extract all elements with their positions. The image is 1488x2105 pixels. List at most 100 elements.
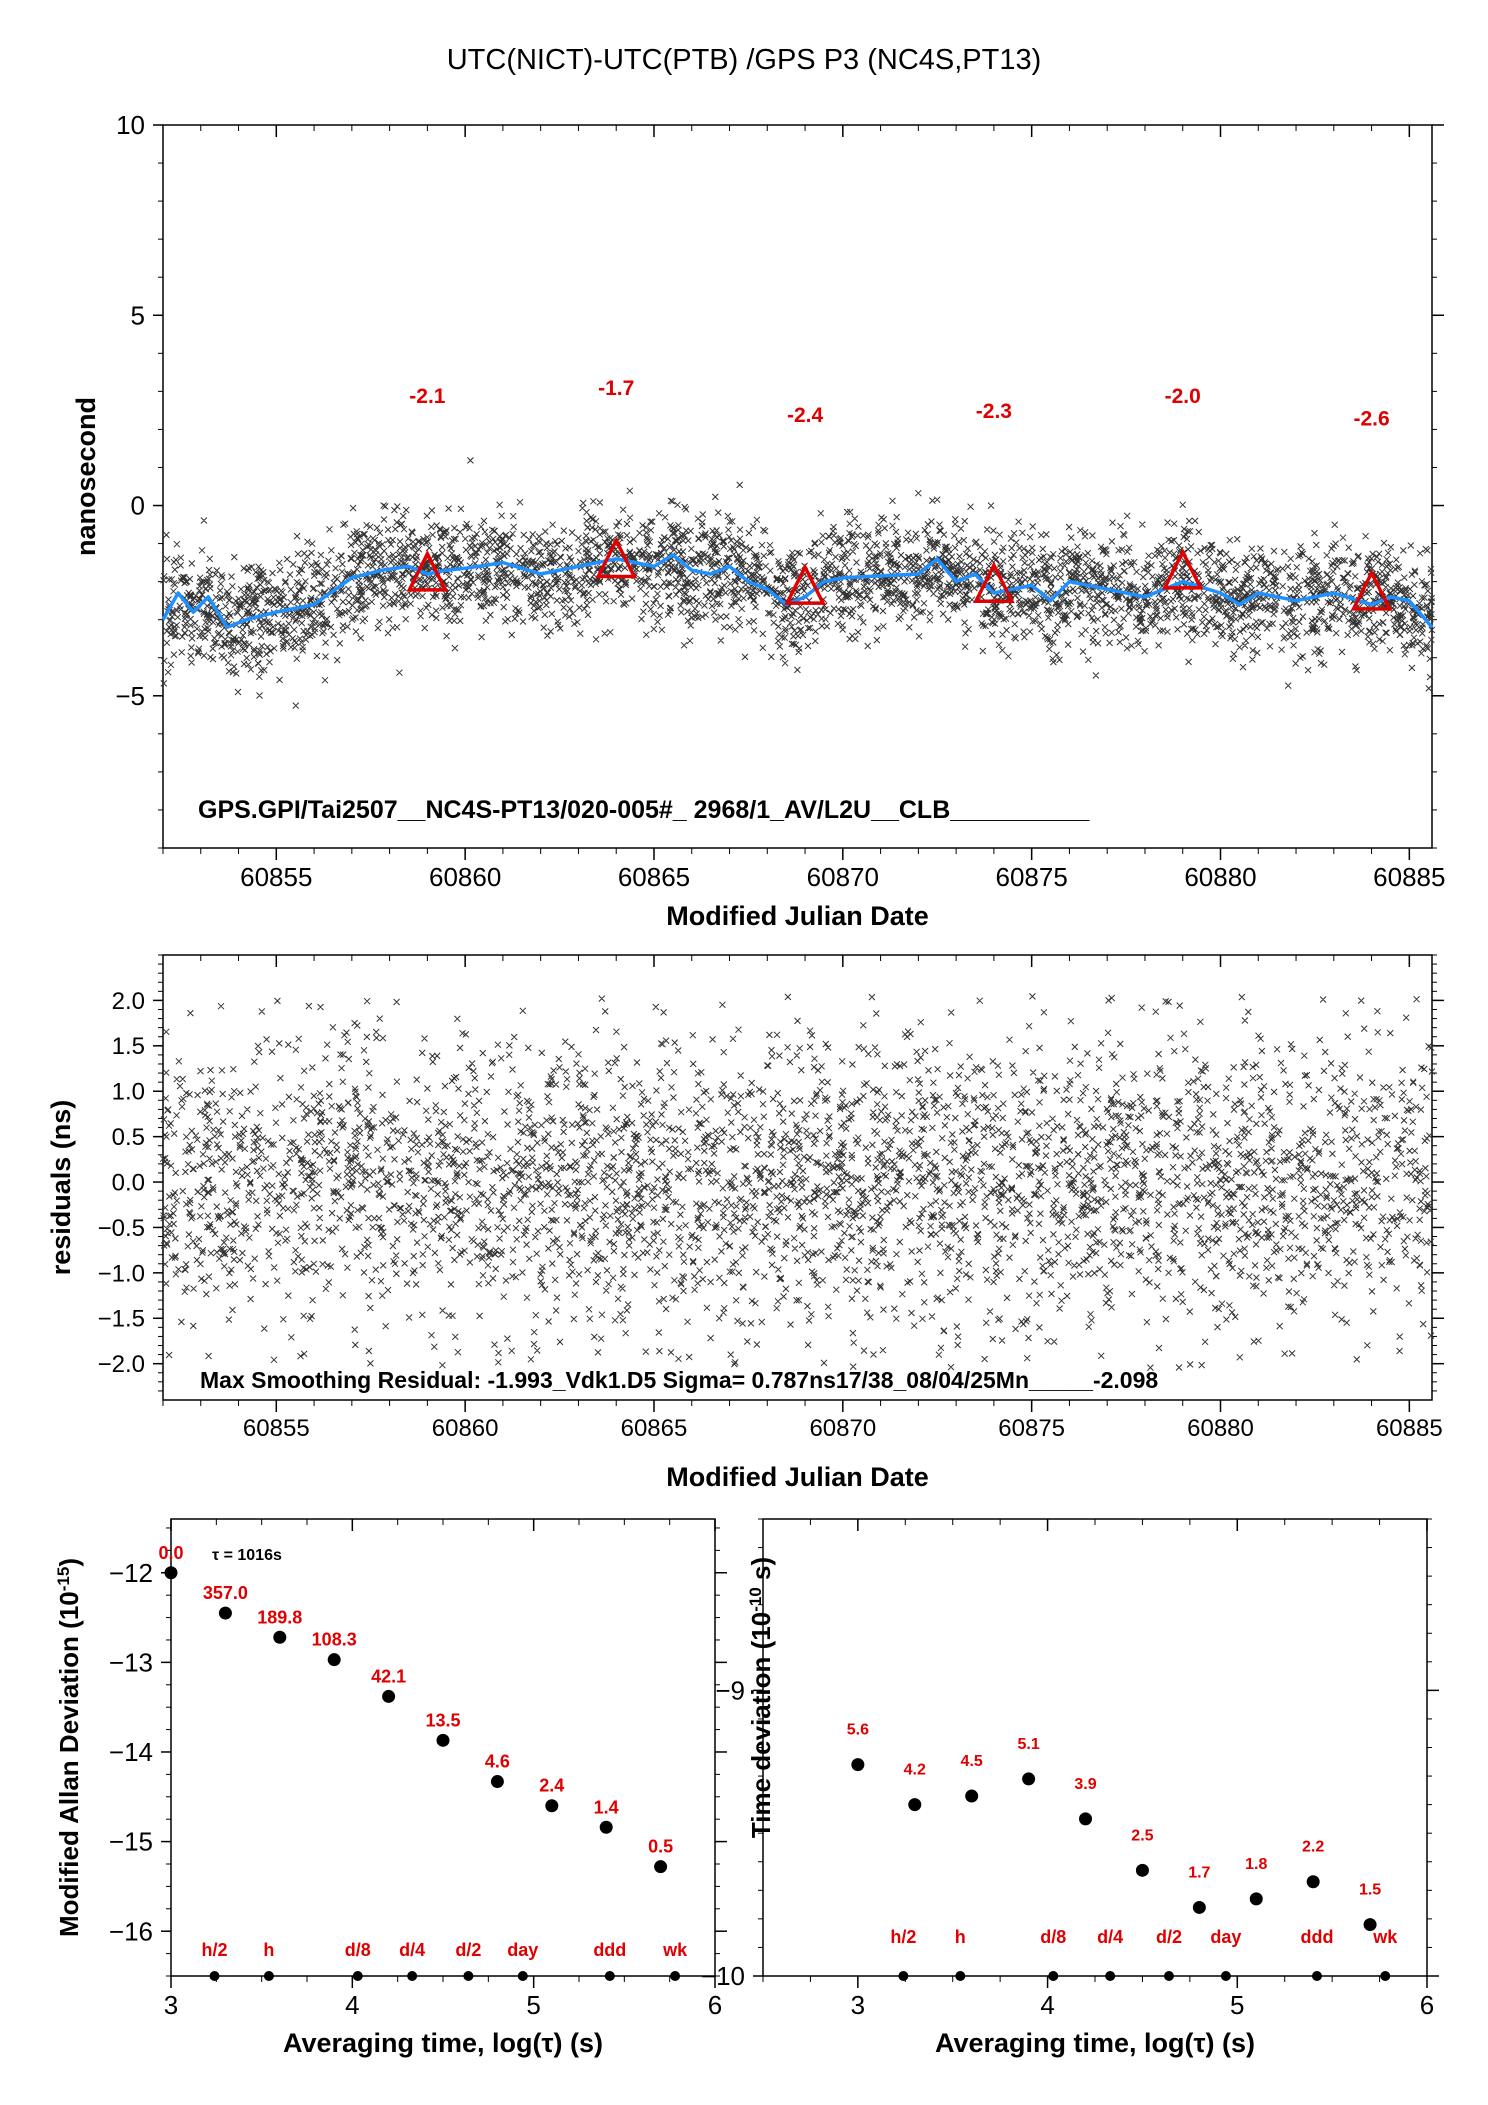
point-label: 5.1 — [1017, 1736, 1039, 1753]
y-tick-label: −15 — [109, 1827, 153, 1857]
period-label: day — [507, 1940, 538, 1960]
point-label: 357.0 — [203, 1583, 248, 1603]
x-tick-label: 60860 — [432, 1415, 499, 1442]
y-tick-label: 0 — [131, 491, 145, 521]
plot-annotation: GPS.GPI/Tai2507__NC4S-PT13/020-005#_ 296… — [198, 796, 1090, 824]
plot-annotation: Max Smoothing Residual: -1.993_Vdk1.D5 S… — [200, 1367, 1158, 1393]
period-label: wk — [662, 1940, 688, 1960]
plot-frame — [762, 1518, 1428, 1977]
y-tick-label: −0.5 — [98, 1215, 145, 1242]
marker-label: -2.0 — [1165, 385, 1201, 408]
point-label: 0.5 — [648, 1837, 673, 1857]
x-axis-label: Modified Julian Date — [666, 1462, 929, 1492]
period-marker — [1220, 1971, 1231, 1981]
period-marker — [209, 1971, 220, 1981]
x-tick-label: 4 — [1040, 1990, 1054, 2020]
point-label: 4.5 — [961, 1753, 983, 1770]
residual-crosses — [159, 993, 1436, 1371]
y-tick-label: −16 — [109, 1916, 153, 1946]
point-label: 5.6 — [847, 1722, 869, 1739]
deviation-point — [654, 1860, 668, 1874]
y-tick-label: −1.5 — [98, 1306, 145, 1333]
marker-label: -2.1 — [409, 385, 446, 408]
period-label: d/2 — [455, 1940, 481, 1960]
plot-mdev: 3 4 5 6 −16 −15 −14 −13 −120.0 357.0 189.8 108.3 42.… — [54, 1518, 727, 2058]
marker-label: -2.4 — [787, 404, 824, 427]
period-label: ddd — [593, 1940, 626, 1960]
period-marker — [1311, 1971, 1322, 1981]
period-marker — [407, 1971, 418, 1981]
x-tick-label: 60860 — [429, 862, 501, 892]
point-label: 1.5 — [1359, 1882, 1381, 1899]
deviation-point — [908, 1798, 922, 1812]
x-tick-label: 3 — [851, 1990, 865, 2020]
period-label: d/4 — [399, 1940, 425, 1960]
marker-label: -2.3 — [976, 400, 1012, 423]
plot-frame — [162, 124, 1433, 849]
point-label: 0.0 — [158, 1543, 183, 1563]
point-label: 1.8 — [1245, 1856, 1267, 1873]
x-tick-label: 4 — [345, 1990, 359, 2020]
point-label: 3.9 — [1074, 1776, 1096, 1793]
x-axis-label: Averaging time, log(τ) (s) — [935, 2028, 1255, 2058]
deviation-point — [965, 1789, 979, 1803]
deviation-point — [164, 1566, 178, 1580]
triangle-marker — [1161, 548, 1204, 590]
period-marker — [1048, 1971, 1059, 1981]
period-label: wk — [1372, 1927, 1398, 1947]
period-label: ddd — [1300, 1927, 1333, 1947]
y-tick-label: 2.0 — [112, 988, 145, 1015]
plot-mid: 60855 60860 60865 60870 60875 60880 60885 −2.0 −… — [46, 954, 1444, 1492]
y-tick-label: 0.5 — [112, 1124, 145, 1151]
deviation-point — [1363, 1918, 1377, 1932]
x-tick-label: 60870 — [809, 1415, 876, 1442]
x-tick-label: 60885 — [1373, 862, 1445, 892]
period-marker — [1163, 1971, 1174, 1981]
x-tick-label: 60870 — [807, 862, 879, 892]
deviation-point — [273, 1630, 287, 1644]
y-tick-label: 1.5 — [112, 1033, 145, 1060]
point-label: 1.4 — [594, 1797, 619, 1817]
period-marker — [955, 1971, 966, 1981]
x-tick-label: 60885 — [1376, 1415, 1443, 1442]
page-title: UTC(NICT)-UTC(PTB) /GPS P3 (NC4S,PT13) — [446, 44, 1042, 76]
deviation-point — [218, 1606, 232, 1620]
y-axis-label: residuals (ns) — [46, 1100, 76, 1276]
deviation-point — [1249, 1892, 1263, 1906]
y-tick-label: −2.0 — [98, 1351, 145, 1378]
tau-note: τ = 1016s — [212, 1547, 282, 1564]
point-label: 2.5 — [1131, 1827, 1153, 1844]
deviation-point — [436, 1733, 450, 1747]
y-tick-label: 10 — [116, 110, 145, 140]
point-label: 4.6 — [485, 1752, 510, 1772]
point-label: 4.2 — [904, 1762, 926, 1779]
deviation-point — [599, 1820, 613, 1834]
y-axis-label: Time deviation (10-10 s) — [746, 1557, 777, 1838]
period-marker — [517, 1971, 528, 1981]
y-tick-label: −12 — [109, 1558, 153, 1588]
point-label: 42.1 — [371, 1666, 406, 1686]
period-marker — [604, 1971, 615, 1981]
period-label: d/2 — [1156, 1927, 1182, 1947]
period-marker — [670, 1971, 681, 1981]
deviation-point — [382, 1689, 396, 1703]
period-label: h/2 — [202, 1940, 228, 1960]
deviation-point — [1022, 1772, 1036, 1786]
x-axis-label: Averaging time, log(τ) (s) — [283, 2028, 603, 2058]
x-tick-label: 60865 — [621, 1415, 688, 1442]
point-label: 13.5 — [425, 1710, 460, 1730]
x-tick-label: 6 — [1420, 1990, 1434, 2020]
y-axis-label: Modified Allan Deviation (10-15) — [54, 1558, 85, 1937]
triangle-marker — [595, 536, 638, 579]
x-tick-label: 60875 — [998, 1415, 1065, 1442]
point-label: 189.8 — [257, 1607, 302, 1627]
x-tick-label: 60880 — [1187, 1415, 1254, 1442]
y-tick-label: −9 — [715, 1675, 745, 1705]
y-axis-label: nanosecond — [71, 397, 101, 556]
period-marker — [1380, 1971, 1391, 1981]
x-tick-label: 60880 — [1184, 862, 1256, 892]
deviation-point — [1079, 1812, 1093, 1826]
deviation-point — [1192, 1900, 1206, 1914]
period-marker — [463, 1971, 474, 1981]
point-label: 108.3 — [312, 1630, 357, 1650]
